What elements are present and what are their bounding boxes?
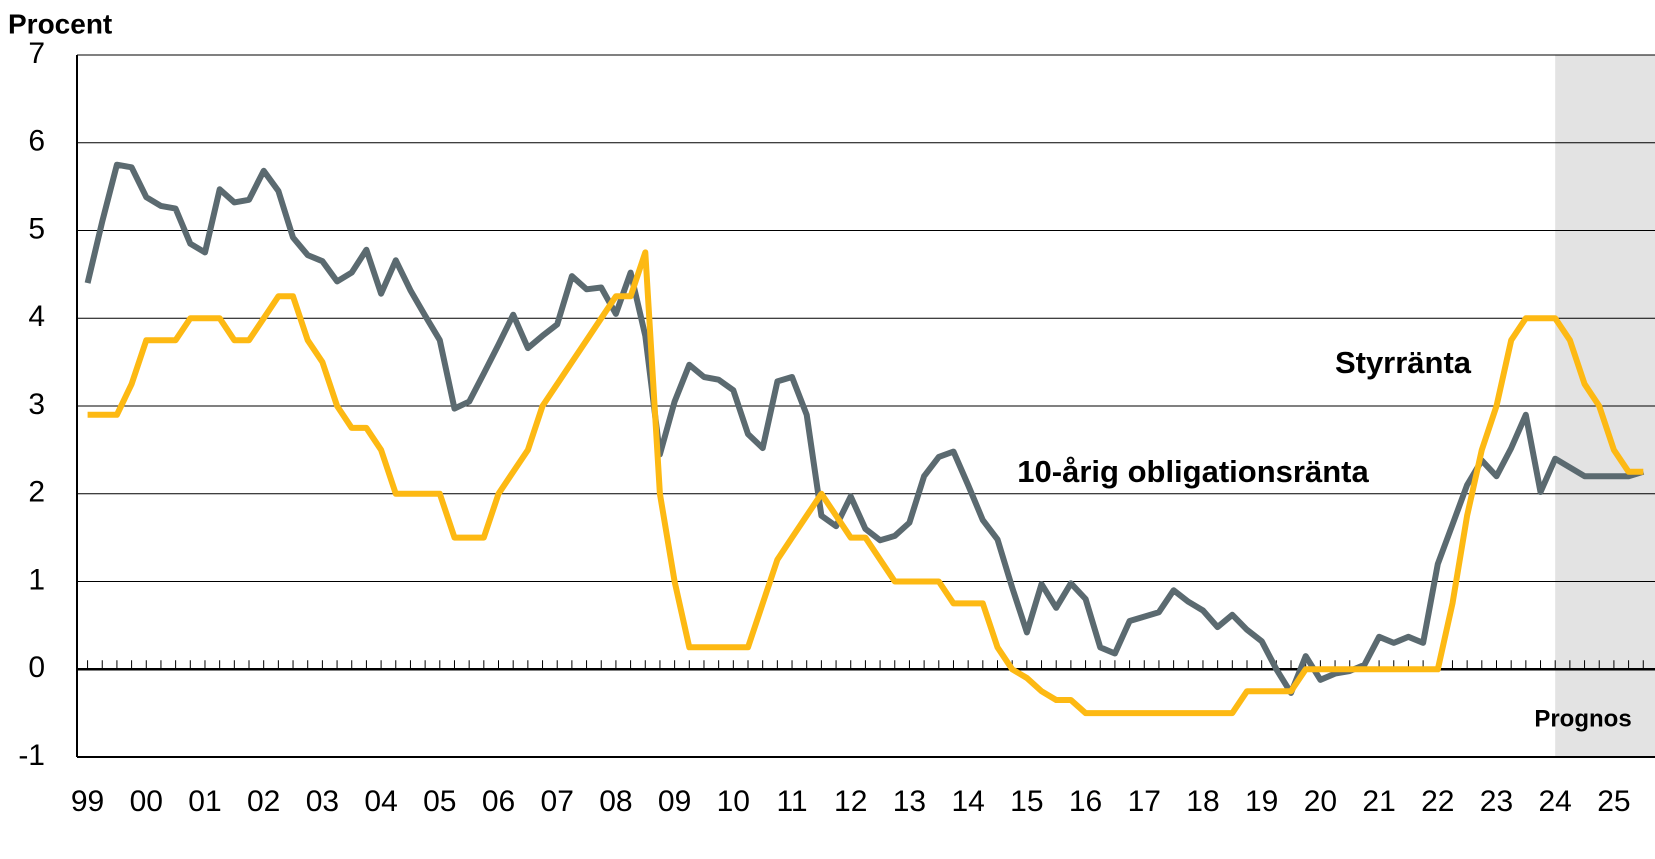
series-label: Styrränta bbox=[1335, 345, 1472, 380]
series-label: 10-årig obligationsränta bbox=[1017, 454, 1369, 489]
y-tick-label: -1 bbox=[18, 739, 45, 772]
y-axis-label: Procent bbox=[8, 8, 112, 39]
x-tick-label: 15 bbox=[1010, 785, 1043, 818]
series-line bbox=[84, 161, 1645, 696]
y-tick-label: 4 bbox=[28, 300, 45, 333]
x-tick-label: 25 bbox=[1597, 785, 1630, 818]
x-tick-label: 21 bbox=[1362, 785, 1395, 818]
y-tick-label: 2 bbox=[28, 476, 45, 509]
x-tick-label: 17 bbox=[1128, 785, 1161, 818]
forecast-label: Prognos bbox=[1534, 705, 1631, 732]
x-tick-label: 00 bbox=[130, 785, 163, 818]
x-tick-label: 08 bbox=[599, 785, 632, 818]
x-tick-label: 22 bbox=[1421, 785, 1454, 818]
x-tick-label: 18 bbox=[1186, 785, 1219, 818]
x-tick-label: 01 bbox=[188, 785, 221, 818]
y-tick-label: 0 bbox=[28, 651, 45, 684]
x-tick-label: 12 bbox=[834, 785, 867, 818]
x-tick-label: 23 bbox=[1480, 785, 1513, 818]
x-tick-label: 10 bbox=[717, 785, 750, 818]
x-tick-label: 07 bbox=[541, 785, 574, 818]
x-tick-label: 16 bbox=[1069, 785, 1102, 818]
x-tick-label: 09 bbox=[658, 785, 691, 818]
x-tick-label: 19 bbox=[1245, 785, 1278, 818]
series-line bbox=[87, 249, 1644, 717]
x-tick-label: 05 bbox=[423, 785, 456, 818]
x-tick-label: 06 bbox=[482, 785, 515, 818]
y-tick-label: 3 bbox=[28, 388, 45, 421]
x-tick-label: 20 bbox=[1304, 785, 1337, 818]
x-tick-label: 11 bbox=[776, 785, 807, 818]
x-tick-label: 03 bbox=[306, 785, 339, 818]
x-tick-label: 02 bbox=[247, 785, 280, 818]
y-tick-label: 7 bbox=[28, 37, 45, 70]
x-tick-label: 04 bbox=[364, 785, 397, 818]
y-tick-label: 5 bbox=[28, 212, 45, 245]
x-tick-label: 13 bbox=[893, 785, 926, 818]
x-tick-label: 24 bbox=[1539, 785, 1572, 818]
y-tick-label: 1 bbox=[28, 563, 45, 596]
x-tick-label: 14 bbox=[951, 785, 984, 818]
y-tick-label: 6 bbox=[28, 125, 45, 158]
x-tick-label: 99 bbox=[71, 785, 104, 818]
